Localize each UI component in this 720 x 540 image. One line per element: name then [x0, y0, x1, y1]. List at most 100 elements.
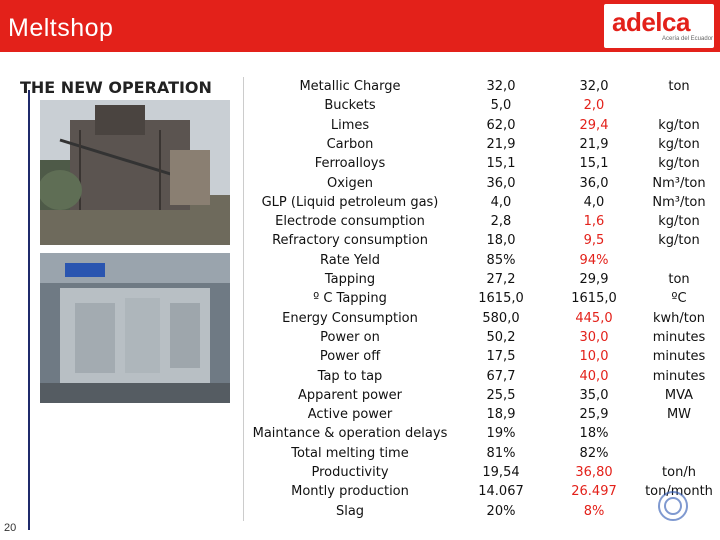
- table-row: GLP (Liquid petroleum gas) 4,0 4,0 Nm³/ton: [244, 195, 717, 214]
- table-row: Metallic Charge 32,0 32,0 ton: [244, 79, 717, 98]
- value-before: 15,1: [486, 156, 516, 172]
- table-row: º C Tapping 1615,0 1615,0 ºC: [244, 291, 717, 310]
- value-after: 8%: [583, 503, 605, 519]
- value-before: 20%: [486, 503, 516, 519]
- meltshop-exterior-photo: [40, 100, 230, 245]
- value-before: 19%: [486, 426, 516, 442]
- table-row: Power off 17,5 10,0 minutes: [244, 349, 717, 368]
- value-before: 4,0: [490, 194, 512, 210]
- logo-wordmark: adelca: [612, 7, 690, 37]
- value-after: 4,0: [583, 194, 605, 210]
- operation-data-table: Metallic Charge 32,0 32,0 ton Buckets 5,0 2,0 L…: [243, 77, 717, 521]
- value-after: 1,6: [583, 214, 605, 230]
- table-row: Montly production 14.067 26.497 ton/month: [244, 484, 717, 503]
- row-label: Tap to tap: [317, 368, 383, 384]
- value-before: 18,9: [486, 407, 516, 423]
- row-label: Buckets: [324, 98, 376, 114]
- value-after: 21,9: [579, 136, 609, 152]
- left-accent-bar: [28, 90, 30, 530]
- unit-label: MW: [666, 407, 692, 423]
- value-before: 18,0: [486, 233, 516, 249]
- table-row: Limes 62,0 29,4 kg/ton: [244, 118, 717, 137]
- row-label: Refractory consumption: [272, 233, 428, 249]
- value-after: 29,4: [579, 117, 609, 133]
- unit-label: kg/ton: [658, 233, 700, 249]
- unit-label: minutes: [652, 368, 706, 384]
- value-before: 67,7: [486, 368, 516, 384]
- row-label: Energy Consumption: [282, 310, 418, 326]
- row-label: Total melting time: [291, 445, 409, 461]
- row-label: Metallic Charge: [299, 79, 401, 94]
- value-after: 82%: [579, 445, 609, 461]
- row-label: Tapping: [324, 272, 376, 287]
- row-label: Power on: [320, 329, 380, 345]
- value-after: 35,0: [579, 387, 609, 403]
- table-row: Rate Yeld 85% 94%: [244, 253, 717, 272]
- table-row: Tap to tap 67,7 40,0 minutes: [244, 369, 717, 388]
- table-row: Refractory consumption 18,0 9,5 kg/ton: [244, 233, 717, 252]
- row-label: Montly production: [291, 484, 409, 500]
- table-row: Buckets 5,0 2,0: [244, 98, 717, 117]
- logo-tagline: Acería del Ecuador: [662, 36, 714, 42]
- value-before: 50,2: [486, 329, 516, 345]
- table-row: Total melting time 81% 82%: [244, 446, 717, 465]
- page-number: 20: [4, 522, 17, 534]
- unit-label: kg/ton: [658, 156, 700, 172]
- value-after: 26.497: [571, 484, 617, 500]
- row-label: Ferroalloys: [314, 156, 386, 172]
- unit-label: kg/ton: [658, 214, 700, 230]
- value-after: 40,0: [579, 368, 609, 384]
- value-before: 32,0: [486, 79, 516, 94]
- row-label: Apparent power: [297, 387, 403, 403]
- header-bar: Meltshop adelca Acería del Ecuador: [0, 0, 720, 52]
- furnace-interior-photo: [40, 253, 230, 403]
- unit-label: MVA: [664, 387, 694, 403]
- value-before: 14.067: [478, 484, 524, 500]
- unit-label: ton/month: [645, 484, 713, 500]
- row-label: Oxigen: [326, 175, 374, 191]
- value-after: 30,0: [579, 329, 609, 345]
- table-row: Tapping 27,2 29,9 ton: [244, 272, 717, 291]
- unit-label: ton: [668, 79, 690, 94]
- value-before: 62,0: [486, 117, 516, 133]
- section-subtitle: THE NEW OPERATION: [20, 78, 212, 97]
- table-row: Productivity 19,54 36,80 ton/h: [244, 465, 717, 484]
- table-row: Slag 20% 8%: [244, 504, 717, 523]
- unit-label: minutes: [652, 329, 706, 345]
- value-after: 18%: [579, 426, 609, 442]
- unit-label: Nm³/ton: [652, 194, 706, 210]
- value-after: 36,80: [575, 465, 613, 480]
- value-before: 19,54: [482, 465, 520, 480]
- unit-label: kg/ton: [658, 117, 700, 133]
- table-row: Power on 50,2 30,0 minutes: [244, 330, 717, 349]
- unit-label: Nm³/ton: [652, 175, 706, 191]
- table-row: Ferroalloys 15,1 15,1 kg/ton: [244, 156, 717, 175]
- adelca-logo: adelca Acería del Ecuador: [604, 4, 714, 48]
- value-after: 9,5: [583, 233, 605, 249]
- row-label: º C Tapping: [313, 291, 387, 307]
- value-after: 36,0: [579, 175, 609, 191]
- value-after: 29,9: [579, 272, 609, 287]
- table-row: Apparent power 25,5 35,0 MVA: [244, 388, 717, 407]
- footer-watermark-logo: [595, 488, 695, 522]
- row-label: Productivity: [311, 465, 389, 480]
- value-before: 17,5: [486, 349, 516, 365]
- table-row: Active power 18,9 25,9 MW: [244, 407, 717, 426]
- value-after: 1615,0: [571, 291, 617, 307]
- slide-title: Meltshop: [8, 14, 114, 42]
- value-before: 81%: [486, 445, 516, 461]
- value-before: 21,9: [486, 136, 516, 152]
- unit-label: minutes: [652, 349, 706, 365]
- row-label: Electrode consumption: [275, 214, 425, 230]
- unit-label: ºC: [671, 291, 687, 307]
- value-after: 32,0: [579, 79, 609, 94]
- value-before: 5,0: [490, 98, 512, 114]
- value-after: 445,0: [575, 310, 613, 326]
- value-after: 2,0: [583, 98, 605, 114]
- value-before: 2,8: [490, 214, 512, 230]
- table-row: Maintance & operation delays 19% 18%: [244, 426, 717, 445]
- table-row: Carbon 21,9 21,9 kg/ton: [244, 137, 717, 156]
- unit-label: kg/ton: [658, 136, 700, 152]
- row-label: Active power: [307, 407, 393, 423]
- value-before: 36,0: [486, 175, 516, 191]
